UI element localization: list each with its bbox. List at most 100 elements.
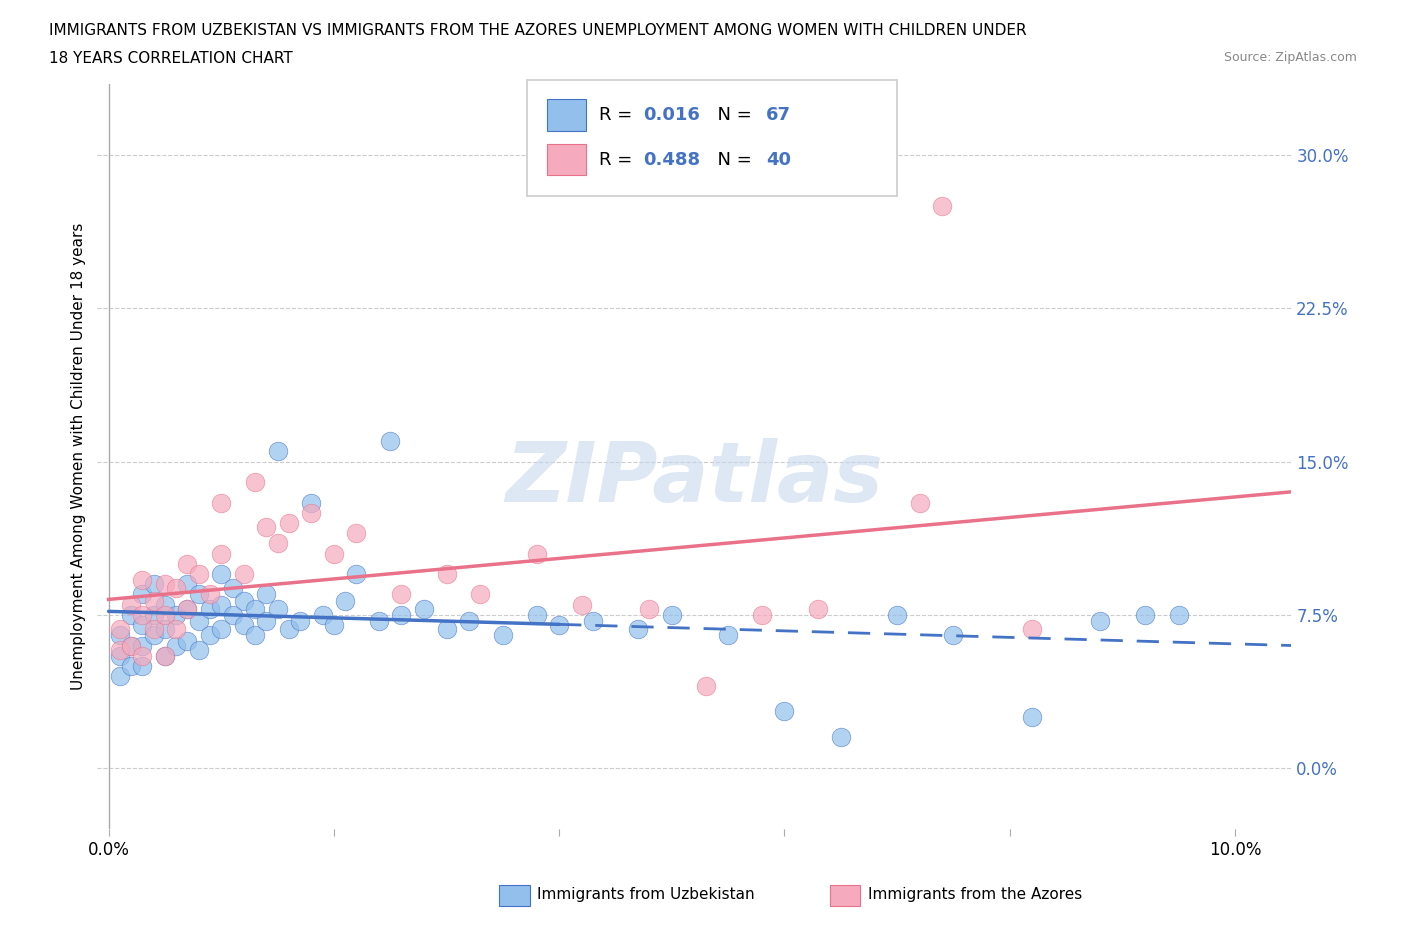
Point [391, 607, 413, 622]
Text: R =: R = [599, 151, 638, 168]
Point [1167, 607, 1189, 622]
Point [153, 607, 176, 622]
Point [908, 495, 931, 510]
Point [108, 648, 131, 663]
Point [695, 679, 717, 694]
Point [142, 628, 165, 643]
Point [413, 602, 436, 617]
Point [661, 607, 683, 622]
Point [751, 607, 773, 622]
Text: 0.488: 0.488 [643, 151, 700, 168]
Point [165, 581, 187, 596]
Point [254, 614, 277, 629]
Point [209, 566, 232, 581]
Point [886, 607, 908, 622]
FancyBboxPatch shape [527, 80, 897, 195]
Point [187, 587, 209, 602]
Text: IMMIGRANTS FROM UZBEKISTAN VS IMMIGRANTS FROM THE AZORES UNEMPLOYMENT AMONG WOME: IMMIGRANTS FROM UZBEKISTAN VS IMMIGRANTS… [49, 23, 1026, 38]
Text: 0.016: 0.016 [643, 106, 700, 124]
Point [436, 622, 458, 637]
Point [187, 566, 209, 581]
Point [209, 597, 232, 612]
Point [627, 622, 650, 637]
Text: 18 YEARS CORRELATION CHART: 18 YEARS CORRELATION CHART [49, 51, 292, 66]
Point [571, 597, 593, 612]
Point [153, 597, 176, 612]
Text: 67: 67 [766, 106, 792, 124]
Point [243, 474, 266, 489]
Point [153, 622, 176, 637]
Text: Source: ZipAtlas.com: Source: ZipAtlas.com [1223, 51, 1357, 64]
Point [131, 573, 153, 588]
Point [120, 638, 142, 653]
Bar [547, 144, 586, 176]
Point [131, 618, 153, 632]
Point [120, 597, 142, 612]
Point [209, 546, 232, 561]
Point [277, 515, 299, 530]
Point [153, 577, 176, 591]
Point [221, 581, 243, 596]
Point [582, 614, 605, 629]
Point [299, 495, 322, 510]
Point [368, 614, 391, 629]
Point [232, 618, 254, 632]
Point [243, 628, 266, 643]
Point [638, 602, 661, 617]
Point [333, 593, 356, 608]
Point [176, 634, 198, 649]
Point [288, 614, 311, 629]
Point [458, 614, 481, 629]
Point [266, 536, 288, 551]
Point [120, 607, 142, 622]
Point [165, 622, 187, 637]
Point [108, 669, 131, 684]
Point [299, 505, 322, 520]
Point [1088, 614, 1111, 629]
Text: N =: N = [706, 151, 758, 168]
Point [142, 577, 165, 591]
Point [120, 638, 142, 653]
Point [277, 622, 299, 637]
Text: Immigrants from the Azores: Immigrants from the Azores [868, 887, 1081, 902]
Point [165, 607, 187, 622]
Point [254, 520, 277, 535]
Point [142, 593, 165, 608]
Point [153, 648, 176, 663]
Point [526, 546, 548, 561]
Point [198, 628, 221, 643]
Point [176, 602, 198, 617]
Point [1021, 622, 1043, 637]
Point [717, 628, 740, 643]
Bar [547, 100, 586, 130]
Point [108, 622, 131, 637]
Point [120, 658, 142, 673]
Point [266, 602, 288, 617]
Point [346, 525, 368, 540]
Point [108, 628, 131, 643]
Point [380, 433, 402, 448]
Point [176, 602, 198, 617]
Point [187, 643, 209, 658]
Text: Immigrants from Uzbekistan: Immigrants from Uzbekistan [537, 887, 755, 902]
Point [176, 577, 198, 591]
Point [526, 607, 548, 622]
Point [209, 622, 232, 637]
Point [1133, 607, 1156, 622]
Point [165, 638, 187, 653]
Point [322, 618, 344, 632]
Point [391, 587, 413, 602]
Point [243, 602, 266, 617]
Text: 40: 40 [766, 151, 792, 168]
Point [198, 602, 221, 617]
Point [548, 618, 571, 632]
Point [931, 199, 953, 214]
Point [198, 587, 221, 602]
Point [108, 643, 131, 658]
Point [492, 628, 515, 643]
Text: R =: R = [599, 106, 638, 124]
Point [142, 622, 165, 637]
Point [830, 730, 852, 745]
Point [131, 587, 153, 602]
Point [346, 566, 368, 581]
